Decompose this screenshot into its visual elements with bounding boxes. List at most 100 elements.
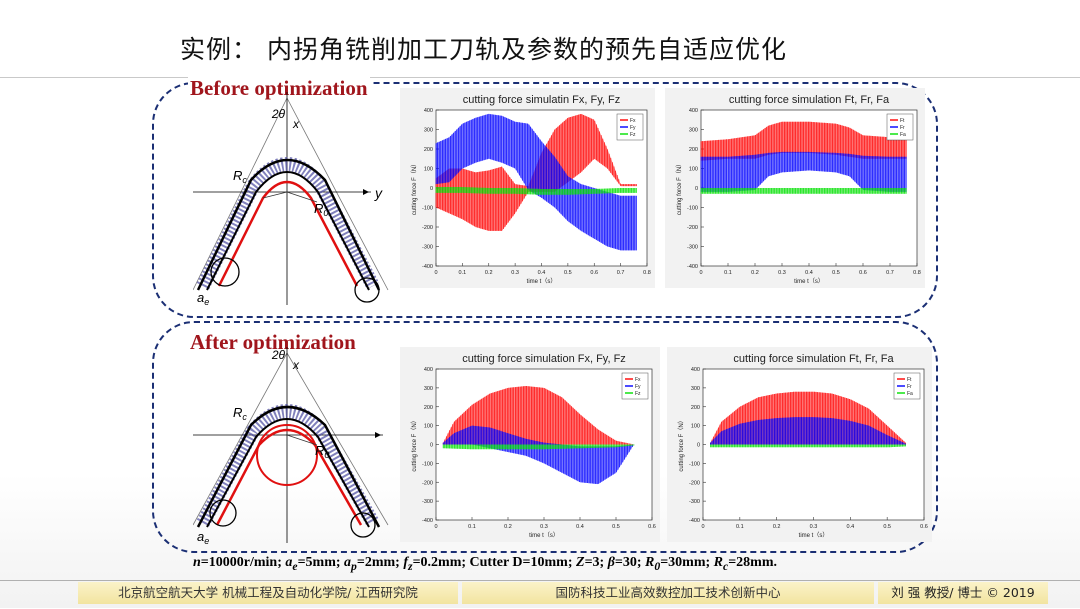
chart-title: cutting force simulation Ft, Fr, Fa [729, 94, 890, 106]
legend-entry: Fy [630, 125, 636, 131]
cutter-circle [350, 512, 376, 538]
rc-label: Rc [233, 405, 247, 422]
x-tick-label: 0.1 [724, 270, 732, 276]
y-axis-label: cutting force F（N） [411, 161, 418, 215]
y-tick-label: 400 [689, 108, 698, 114]
angle-label: 2θ [271, 107, 286, 121]
series-hatch [700, 121, 907, 161]
legend-entry: Fr [900, 125, 905, 131]
y-tick-label: -400 [689, 518, 700, 524]
legend-entry: Fx [635, 377, 641, 383]
footer-institution: 北京航空航天大学 机械工程及自动化学院/ 江西研究院 [78, 582, 458, 604]
tool-boundary-line [193, 97, 288, 291]
after-panel [152, 321, 938, 553]
cutter-circle [209, 499, 237, 527]
x-tick-label: 0.2 [485, 270, 493, 276]
y-tick-label: 100 [424, 167, 433, 173]
hatch-band [196, 157, 380, 290]
x-tick-label: 0.5 [883, 524, 891, 530]
x-tick-label: 0.1 [736, 524, 744, 530]
series-hatch [710, 417, 906, 445]
y-tick-label: 0 [695, 186, 698, 192]
inner-wall [206, 418, 370, 528]
y-tick-label: -300 [689, 499, 700, 505]
series-hatch [710, 444, 906, 448]
y-tick-label: -400 [422, 264, 433, 270]
y-tick-label: -100 [422, 461, 433, 467]
y-axis-label: y [374, 185, 383, 201]
footer-bar [0, 580, 1080, 609]
x-tick-label: 0.6 [590, 270, 598, 276]
toolpath-diagram-before: 2θ x y Rc R0 ae [193, 92, 389, 307]
x-tick-label: 0.8 [913, 270, 921, 276]
angle-label: 2θ [271, 348, 286, 362]
series-hatch [435, 113, 637, 251]
series-hatch [435, 187, 637, 195]
chart-fx-fy-fz-before: cutting force simulatin Fx, Fy, Fz -400 -3… [400, 88, 655, 288]
ae-label: ae [197, 529, 209, 545]
corner-arc-red [256, 424, 318, 486]
series-fz [435, 187, 637, 195]
chart-ft-fr-fa-before: cutting force simulation Ft, Fr, Fa -400 -… [665, 88, 925, 288]
x-tick-label: 0.3 [511, 270, 519, 276]
series-fa [710, 444, 906, 448]
series-hatch [700, 151, 907, 192]
y-tick-label: -400 [422, 518, 433, 524]
y-tick-label: 100 [691, 424, 700, 430]
x-tick-label: 0.4 [538, 270, 546, 276]
y-tick-label: -200 [687, 225, 698, 231]
after-optimization-label: After optimization [188, 330, 358, 355]
y-tick-label: 200 [691, 405, 700, 411]
plot-area [702, 368, 925, 521]
x-tick-label: 0.4 [847, 524, 855, 530]
x-tick-label: 0.2 [751, 270, 759, 276]
legend-entry: Fy [635, 384, 641, 390]
y-tick-label: 200 [689, 147, 698, 153]
x-tick-label: 0.3 [540, 524, 548, 530]
series-fr [700, 151, 907, 192]
y-tick-label: 200 [424, 147, 433, 153]
legend-entry: Fa [907, 391, 913, 397]
y-tick-label: 300 [424, 386, 433, 392]
y-tick-label: 300 [424, 128, 433, 134]
y-tick-label: -300 [422, 499, 433, 505]
x-tick-label: 0.3 [810, 524, 818, 530]
ae-label: ae [197, 290, 209, 307]
x-axis-label: time t（s） [794, 278, 824, 285]
x-tick-label: 0 [434, 270, 437, 276]
series-hatch [442, 444, 635, 450]
hatch-band [196, 404, 380, 527]
r0-label: R0 [314, 201, 328, 218]
y-tick-label: 400 [424, 108, 433, 114]
x-tick-label: 0.2 [504, 524, 512, 530]
x-tick-label: 0.7 [617, 270, 625, 276]
x-tick-label: 0.1 [459, 270, 467, 276]
y-axis-label: cutting force F（N） [411, 417, 418, 471]
outer-wall [196, 405, 381, 528]
y-tick-label: 0 [430, 443, 433, 449]
y-tick-label: 100 [424, 424, 433, 430]
inner-wall [206, 171, 370, 291]
legend-entry: Fx [630, 118, 636, 124]
cutting-parameters: n=10000r/min; ae=5mm; ap=2mm; fz=0.2mm; … [193, 555, 777, 573]
x-tick-label: 0.8 [643, 270, 651, 276]
tool-path-red [215, 428, 363, 526]
title-divider [0, 77, 1080, 78]
rc-label: Rc [233, 168, 247, 185]
y-tick-label: -300 [687, 245, 698, 251]
x-tick-label: 0.4 [576, 524, 584, 530]
series-fr [710, 417, 906, 445]
x-tick-label: 0.5 [832, 270, 840, 276]
outer-wall [196, 158, 381, 291]
series-hatch [700, 188, 907, 194]
y-tick-label: 300 [691, 386, 700, 392]
x-axis-label: x [292, 117, 300, 131]
chart-ft-fr-fa-after: cutting force simulation Ft, Fr, Fa -400 -… [667, 347, 932, 542]
series-ft [700, 121, 907, 161]
x-axis-label: time t（s） [527, 278, 557, 285]
series-fy [435, 113, 637, 251]
x-tick-label: 0.6 [920, 524, 928, 530]
y-tick-label: -200 [422, 480, 433, 486]
legend-entry: Fr [907, 384, 912, 390]
